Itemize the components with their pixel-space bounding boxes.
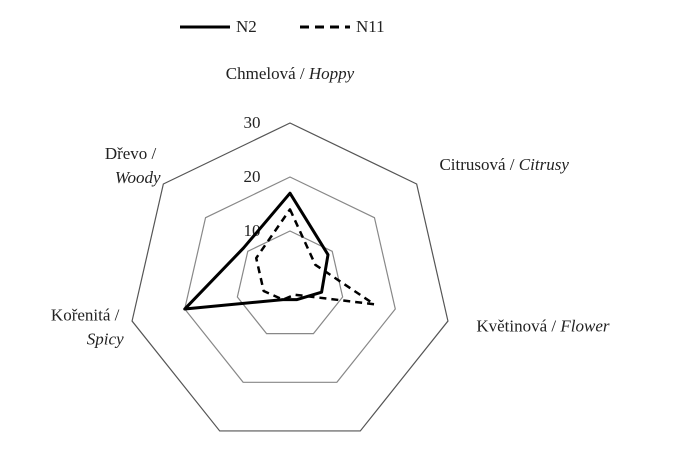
legend-label: N11 bbox=[356, 17, 385, 36]
grid-ring bbox=[236, 230, 344, 335]
series-line bbox=[254, 208, 376, 306]
legend-label: N2 bbox=[236, 17, 257, 36]
series-line bbox=[183, 191, 330, 311]
category-label: Ovocná / Fruity bbox=[373, 454, 482, 457]
category-label: Citrusová / Citrusy bbox=[439, 155, 569, 174]
category-label: Dřevo / Woody bbox=[105, 144, 161, 187]
category-label: Květinová / Flower bbox=[476, 316, 610, 335]
category-label: Chmelová / Hoppy bbox=[226, 64, 355, 83]
r-tick-label: 20 bbox=[244, 167, 261, 186]
r-tick-label: 30 bbox=[244, 113, 261, 132]
grid-ring bbox=[184, 176, 396, 383]
grid-ring bbox=[131, 122, 449, 432]
category-label: Tráva / Grassy bbox=[107, 454, 208, 457]
category-label: Kořenitá / Spicy bbox=[51, 305, 124, 348]
